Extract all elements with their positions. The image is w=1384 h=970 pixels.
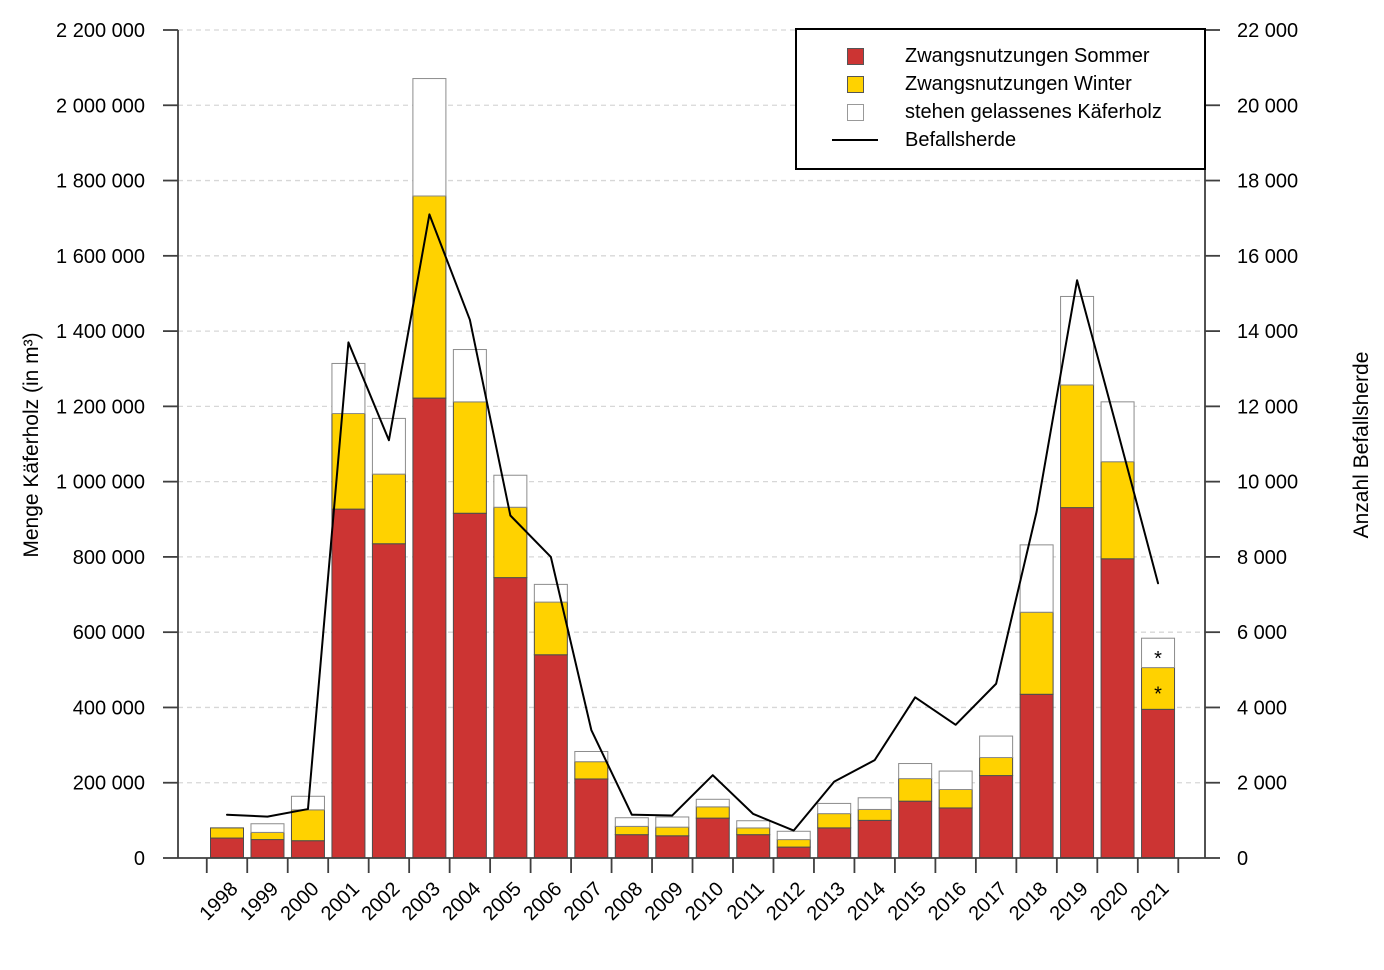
svg-text:1 000 000: 1 000 000	[56, 472, 145, 494]
svg-text:2007: 2007	[560, 878, 607, 925]
svg-text:2014: 2014	[843, 878, 890, 925]
legend-label-winter: Zwangsnutzungen Winter	[905, 72, 1132, 95]
bar-2018	[1019, 544, 1054, 859]
svg-text:2000: 2000	[276, 878, 323, 925]
y-axis-title-left: Menge Käferholz (in m³)	[20, 332, 43, 558]
svg-text:2011: 2011	[723, 878, 769, 924]
svg-text:18 000: 18 000	[1237, 171, 1298, 193]
svg-text:16 000: 16 000	[1237, 246, 1298, 268]
svg-text:4 000: 4 000	[1237, 697, 1287, 719]
svg-text:*: *	[1154, 648, 1162, 670]
bar-2009	[655, 816, 690, 859]
bar-2013	[817, 802, 852, 859]
svg-text:8 000: 8 000	[1237, 547, 1287, 569]
svg-text:2010: 2010	[681, 878, 728, 925]
bar-2020	[1100, 401, 1135, 859]
svg-text:2 000 000: 2 000 000	[56, 95, 145, 117]
svg-text:10 000: 10 000	[1237, 472, 1298, 494]
bar-2004	[452, 349, 487, 859]
svg-text:2012: 2012	[762, 878, 809, 925]
legend-swatch-stehen-icon	[847, 103, 864, 121]
svg-text:0: 0	[134, 848, 145, 870]
x-axis-year-labels: 1998199920002001200220032004200520062007…	[196, 878, 1174, 925]
svg-text:2015: 2015	[884, 878, 931, 925]
bar-2017	[979, 735, 1014, 859]
svg-text:14 000: 14 000	[1237, 321, 1298, 343]
svg-text:1 400 000: 1 400 000	[56, 321, 145, 343]
svg-text:2009: 2009	[641, 878, 688, 925]
svg-text:800 000: 800 000	[73, 547, 145, 569]
bar-2014	[857, 797, 892, 859]
axes: 0 200 000 400 000 600 000 800 000 1 000 000 1 …	[56, 20, 1298, 873]
svg-text:2003: 2003	[398, 878, 445, 925]
bar-2005	[493, 474, 528, 859]
bar-2015	[898, 763, 933, 859]
legend-label-sommer: Zwangsnutzungen Sommer	[905, 44, 1150, 67]
bar-2019	[1060, 295, 1095, 859]
svg-text:2006: 2006	[519, 878, 566, 925]
svg-text:2 200 000: 2 200 000	[56, 20, 145, 42]
svg-text:2005: 2005	[479, 878, 526, 925]
svg-text:20 000: 20 000	[1237, 95, 1298, 117]
bar-1998	[210, 827, 244, 859]
bar-2007	[574, 750, 609, 859]
legend-item-befallsherde: Befallsherde	[797, 126, 1204, 154]
legend-swatch-winter-icon	[847, 75, 864, 93]
svg-text:*: *	[1154, 683, 1162, 705]
legend: Zwangsnutzungen Sommer Zwangsnutzungen W…	[795, 28, 1206, 170]
svg-text:1999: 1999	[236, 878, 283, 925]
legend-label-stehen: stehen gelassenes Käferholz	[905, 100, 1162, 123]
bars	[210, 78, 1176, 859]
legend-swatch-line-icon	[832, 139, 878, 141]
svg-text:1 600 000: 1 600 000	[56, 246, 145, 268]
svg-text:2016: 2016	[924, 878, 971, 925]
legend-swatch-sommer-icon	[847, 47, 864, 65]
svg-text:2002: 2002	[357, 878, 404, 925]
befallsherde-line	[226, 213, 1160, 832]
legend-label-befallsherde: Befallsherde	[905, 128, 1017, 151]
bar-2010	[695, 798, 730, 859]
svg-text:6 000: 6 000	[1237, 622, 1287, 644]
svg-text:1 200 000: 1 200 000	[56, 396, 145, 418]
svg-text:2018: 2018	[1005, 878, 1052, 925]
bar-2016	[938, 770, 973, 859]
legend-item-stehen: stehen gelassenes Käferholz	[797, 98, 1204, 126]
bar-2002	[371, 417, 406, 859]
legend-item-winter: Zwangsnutzungen Winter	[797, 70, 1204, 98]
y-axis-title-right: Anzahl Befallsherde	[1350, 351, 1373, 539]
svg-text:12 000: 12 000	[1237, 396, 1298, 418]
legend-item-sommer: Zwangsnutzungen Sommer	[797, 42, 1204, 70]
svg-text:2020: 2020	[1086, 878, 1133, 925]
svg-text:2008: 2008	[600, 878, 647, 925]
bar-2021	[1141, 637, 1176, 859]
svg-text:1 800 000: 1 800 000	[56, 171, 145, 193]
svg-text:1998: 1998	[196, 878, 243, 925]
bar-2008	[614, 817, 649, 859]
svg-text:2021: 2021	[1127, 878, 1174, 925]
svg-text:2004: 2004	[438, 878, 485, 925]
bar-2012	[776, 830, 811, 859]
svg-text:2001: 2001	[317, 878, 364, 925]
annotations: **	[1154, 648, 1162, 706]
svg-text:22 000: 22 000	[1237, 20, 1298, 42]
svg-text:200 000: 200 000	[73, 773, 145, 795]
bar-2001	[331, 362, 366, 859]
svg-text:400 000: 400 000	[73, 697, 145, 719]
svg-text:600 000: 600 000	[73, 622, 145, 644]
svg-text:2 000: 2 000	[1237, 773, 1287, 795]
bar-1999	[250, 823, 285, 859]
bar-2003	[412, 78, 447, 859]
bar-2011	[736, 820, 771, 859]
svg-text:2017: 2017	[965, 878, 1012, 925]
svg-text:2013: 2013	[803, 878, 850, 925]
svg-text:0: 0	[1237, 848, 1248, 870]
bar-2006	[533, 583, 568, 859]
svg-text:2019: 2019	[1046, 878, 1093, 925]
